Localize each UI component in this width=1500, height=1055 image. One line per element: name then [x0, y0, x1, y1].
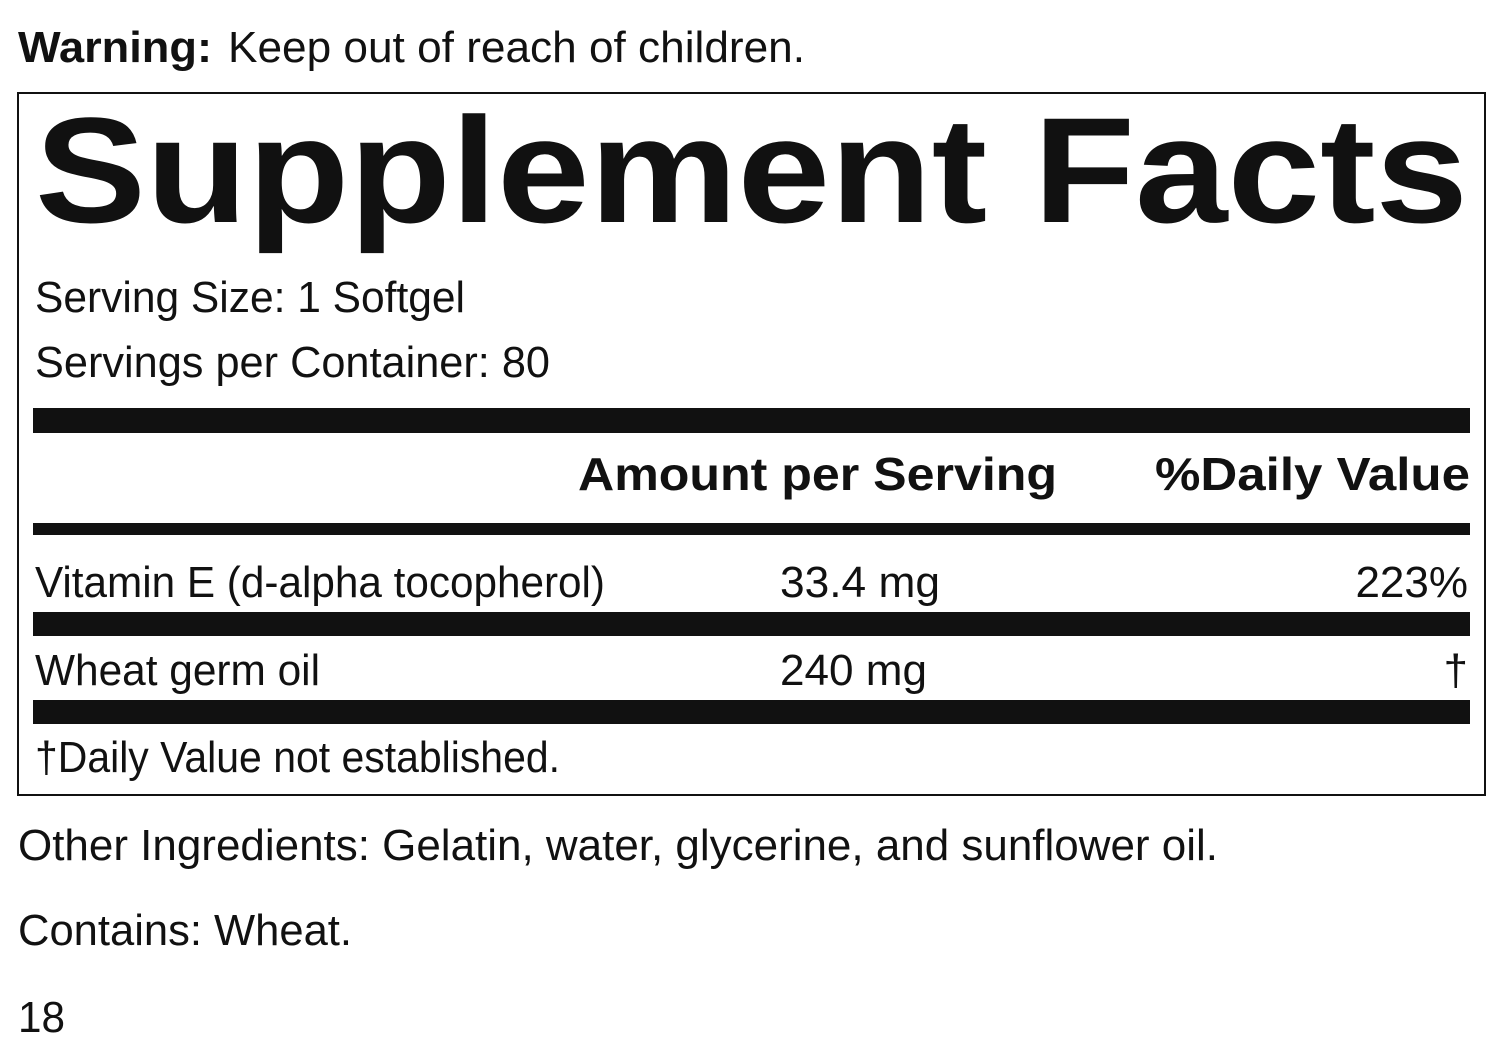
other-ingredients: Other Ingredients: Gelatin, water, glyce…	[18, 821, 1218, 870]
contains: Contains: Wheat.	[18, 906, 352, 955]
nutrient-name: Vitamin E (d-alpha tocopherol)	[35, 558, 605, 607]
divider	[33, 408, 1470, 433]
amount-header: Amount per Serving	[578, 448, 1057, 500]
divider	[33, 612, 1470, 636]
warning-text: Keep out of reach of children.	[228, 23, 805, 72]
divider	[33, 700, 1470, 724]
daily-value-header: %Daily Value	[1155, 448, 1470, 500]
facts-box	[17, 92, 1486, 796]
footnote: †Daily Value not established.	[35, 733, 560, 782]
nutrient-amount: 240 mg	[780, 646, 927, 695]
facts-title: Supplement Facts	[35, 86, 1468, 254]
servings-per-container: Servings per Container: 80	[35, 338, 550, 387]
page-number: 18	[18, 993, 65, 1042]
nutrient-daily-value: 223%	[1355, 558, 1468, 607]
divider	[33, 523, 1470, 535]
warning-label: Warning:	[18, 23, 212, 72]
nutrient-name: Wheat germ oil	[35, 646, 320, 695]
nutrient-amount: 33.4 mg	[780, 558, 940, 607]
serving-size: Serving Size: 1 Softgel	[35, 273, 465, 322]
nutrient-daily-value: †	[1444, 646, 1468, 695]
